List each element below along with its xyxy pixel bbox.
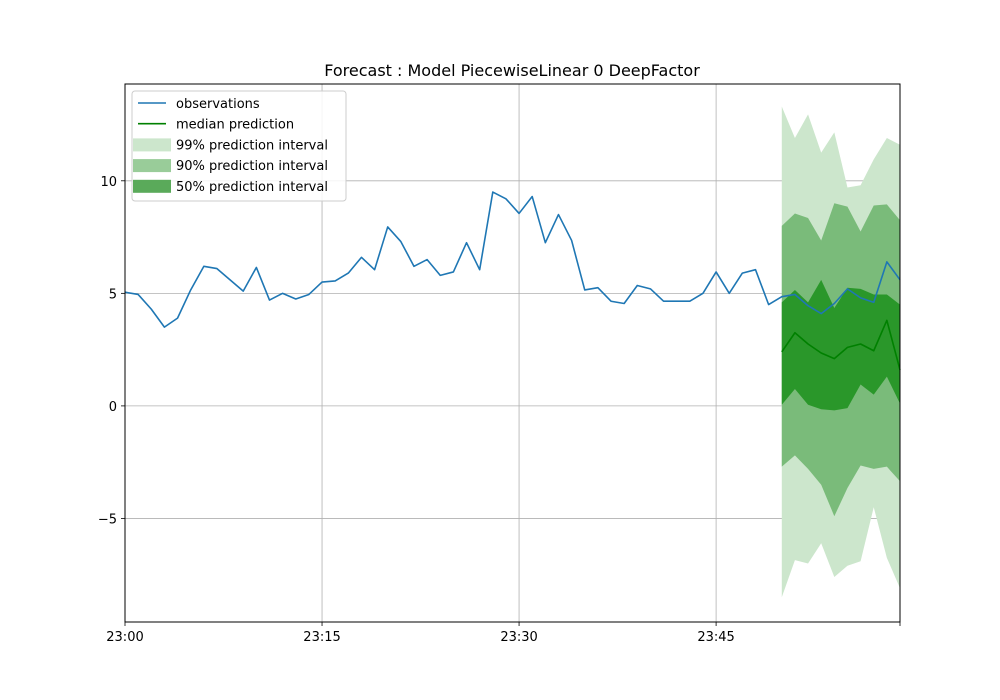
legend-label: observations — [176, 97, 260, 112]
plot-frame — [124, 83, 901, 623]
legend: observations median prediction 99% predict… — [131, 90, 347, 202]
y-tick-label: 5 — [109, 287, 117, 302]
interval-50-band — [781, 279, 900, 411]
legend-patch-swatch — [133, 159, 171, 173]
y-tick-label: −5 — [98, 512, 117, 527]
median-line — [781, 319, 901, 371]
legend-box — [131, 90, 347, 202]
median-series — [781, 319, 901, 371]
x-tick-label: 23:45 — [697, 630, 734, 645]
observations-series — [124, 191, 901, 328]
legend-patch-swatch — [133, 138, 171, 152]
legend-label: 99% prediction interval — [176, 138, 328, 153]
chart-title: Forecast : Model PiecewiseLinear 0 DeepF… — [324, 61, 700, 80]
y-tick-label: 10 — [100, 175, 117, 190]
legend-patch-swatch — [133, 179, 171, 193]
legend-label: 90% prediction interval — [176, 159, 328, 174]
x-tick-label: 23:15 — [303, 630, 340, 645]
observations-line — [124, 191, 901, 328]
x-tick-label: 23:00 — [106, 630, 143, 645]
legend-label: median prediction — [176, 118, 294, 133]
interval-50-area — [781, 279, 900, 411]
x-tick-label: 23:30 — [500, 630, 537, 645]
y-tick-label: 0 — [109, 400, 117, 415]
y-axis-ticks: −5 0 5 10 — [98, 175, 125, 527]
legend-label: 50% prediction interval — [176, 180, 328, 195]
x-axis-ticks: 23:00 23:15 23:30 23:45 — [106, 622, 901, 645]
